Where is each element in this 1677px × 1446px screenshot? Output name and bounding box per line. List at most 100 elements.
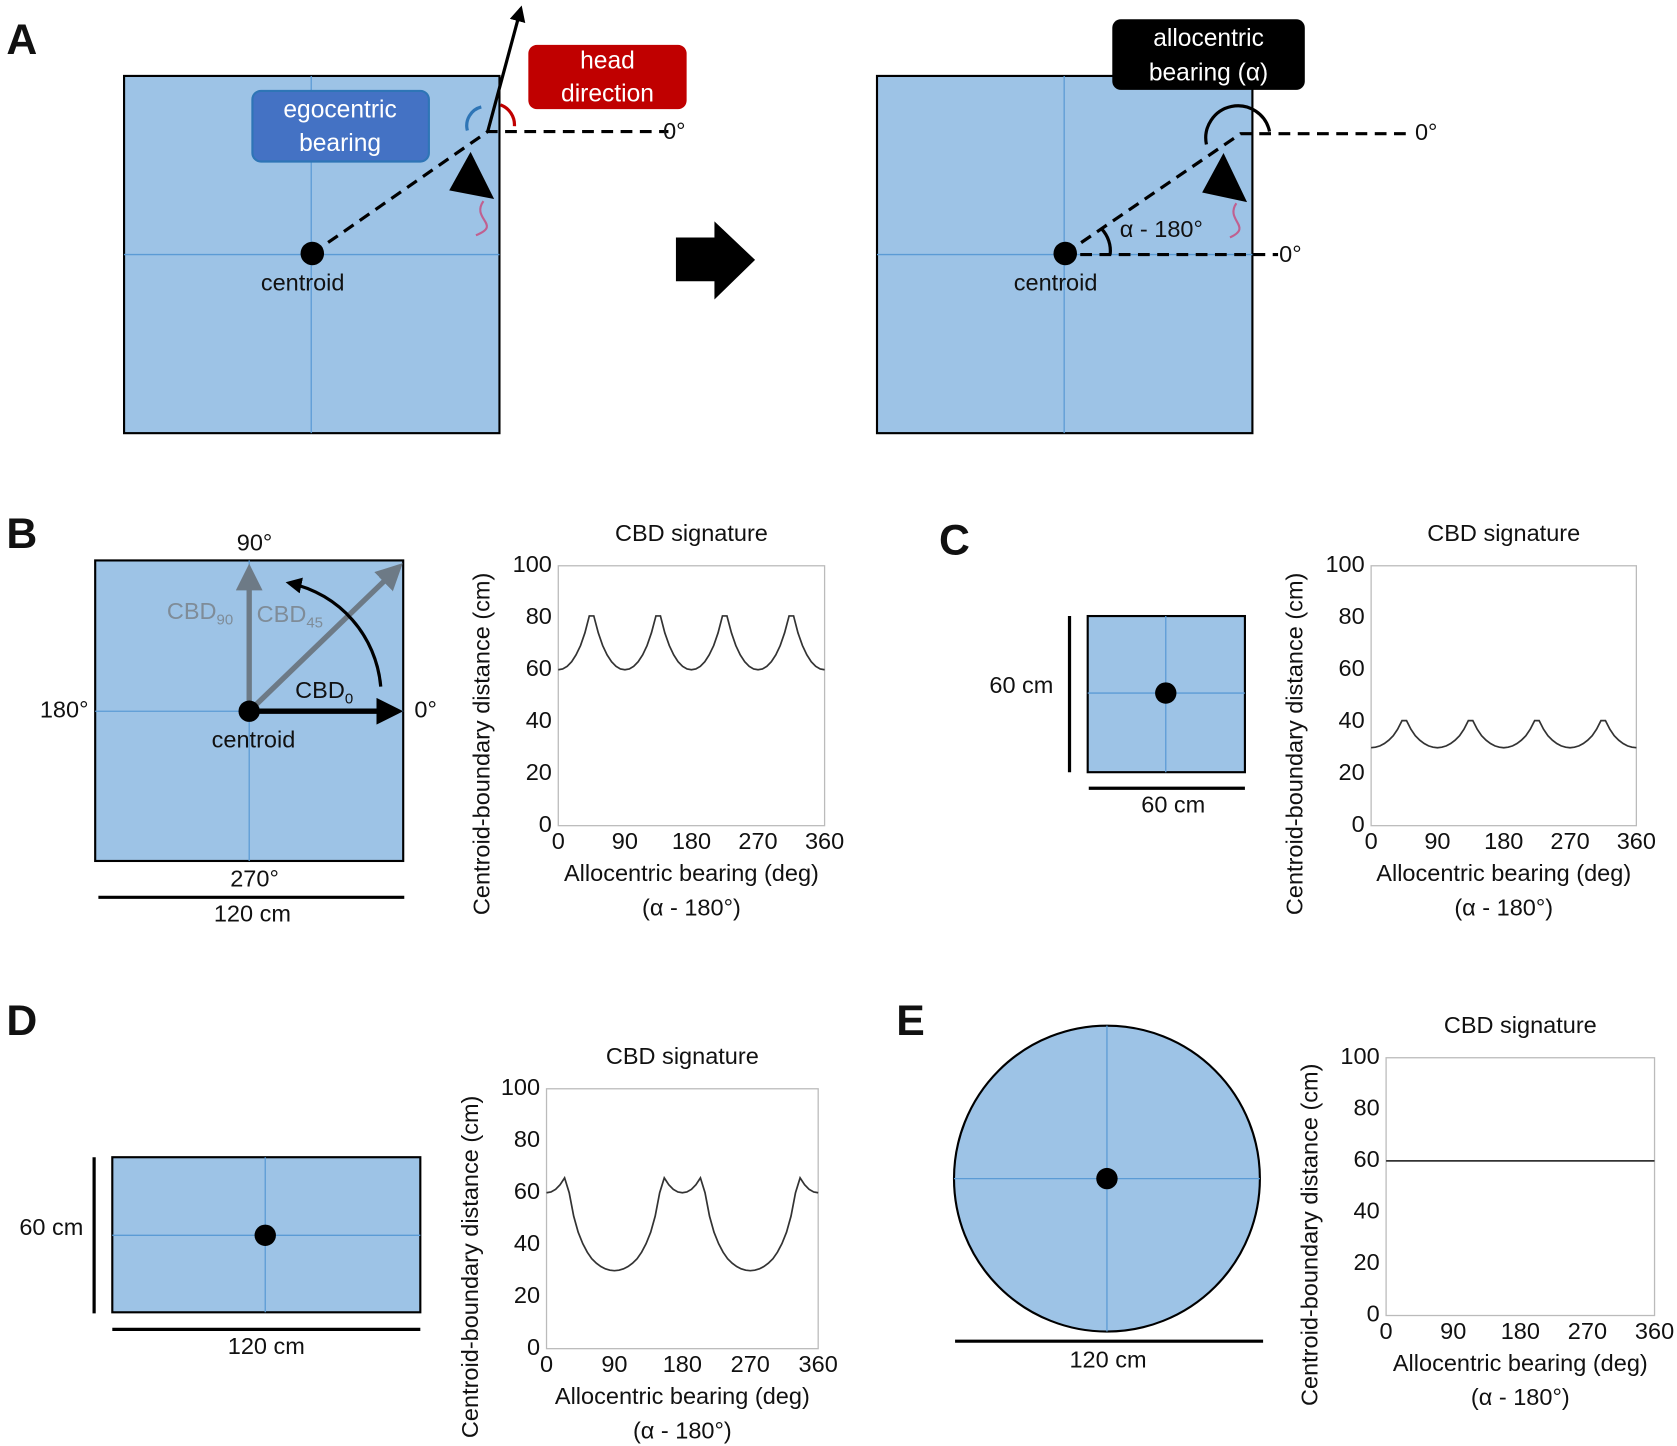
centroid-label: centroid (212, 726, 296, 752)
y-tick-label: 0 (539, 811, 552, 837)
centroid-dot (238, 700, 260, 722)
y-tick-label: 100 (1340, 1043, 1379, 1069)
cbd-base: CBD (295, 677, 345, 703)
tail (475, 200, 488, 237)
x-axis-label: Allocentric bearing (deg) (1393, 1350, 1648, 1376)
cbd-label: CBD0 (295, 677, 353, 707)
x-axis-label: Allocentric bearing (deg) (564, 860, 819, 886)
scale-label: 120 cm (228, 1333, 305, 1359)
x-tick-label: 90 (612, 828, 638, 854)
x-axis-label: Allocentric bearing (deg) (555, 1383, 810, 1409)
angle-text: 90° (237, 530, 273, 556)
x-axis-sublabel: (α - 180°) (642, 894, 741, 920)
panel-a-left: egocentric bearing head direction 0° cen… (122, 5, 687, 435)
angle-text: 270° (230, 865, 279, 891)
y-tick-label: 0 (527, 1334, 540, 1360)
x-tick-label: 90 (1424, 828, 1450, 854)
y-tick-label: 100 (1325, 551, 1364, 577)
box-text: bearing (α) (1149, 59, 1268, 86)
y-axis-label: Centroid-boundary distance (cm) (1296, 1064, 1322, 1406)
x-tick-label: 90 (601, 1351, 627, 1377)
scale-label: 60 cm (1141, 792, 1205, 818)
y-tick-label: 80 (1354, 1095, 1380, 1121)
chart-title: CBD signature (615, 520, 768, 546)
angle-arc (499, 103, 517, 127)
y-tick-label: 100 (513, 551, 552, 577)
cbd-sub: 0 (345, 690, 353, 707)
panel-a-right: allocentric bearing (α) 0° 0° α - 180° c… (875, 19, 1437, 435)
angle-text: 0° (1415, 119, 1437, 145)
angle-arc (1204, 104, 1272, 145)
angle-text: 0° (663, 118, 685, 144)
angle-arc (465, 105, 482, 131)
x-tick-label: 0 (540, 1351, 553, 1377)
x-tick-label: 360 (1635, 1318, 1674, 1344)
y-tick-label: 80 (1339, 603, 1365, 629)
label-box (1112, 19, 1305, 90)
y-tick-label: 20 (1354, 1249, 1380, 1275)
x-tick-label: 0 (1380, 1318, 1393, 1344)
y-axis-label: Centroid-boundary distance (cm) (469, 573, 495, 915)
head-arrow (486, 5, 526, 132)
chart-title: CBD signature (1427, 520, 1580, 546)
x-tick-label: 360 (805, 828, 844, 854)
x-tick-label: 90 (1440, 1318, 1466, 1344)
scale-label: 60 cm (19, 1214, 83, 1240)
panel-c-diagram: 60 cm 60 cm (989, 614, 1246, 818)
panel-label: A (6, 16, 37, 64)
panel-label: C (939, 517, 970, 565)
tail (1229, 202, 1241, 239)
centroid-dot (300, 241, 325, 266)
y-tick-label: 0 (1367, 1301, 1380, 1327)
y-tick-label: 20 (1339, 759, 1365, 785)
x-tick-label: 180 (663, 1351, 702, 1377)
box-text: direction (561, 81, 654, 108)
y-tick-label: 100 (501, 1074, 540, 1100)
plot-frame (1370, 565, 1638, 827)
cbd-arrow (247, 563, 403, 714)
animal (449, 151, 495, 199)
x-tick-label: 270 (1550, 828, 1589, 854)
x-tick-label: 270 (1568, 1318, 1607, 1344)
y-tick-label: 60 (526, 655, 552, 681)
y-axis-label: Centroid-boundary distance (cm) (1281, 573, 1307, 915)
plot-frame (1385, 1057, 1656, 1317)
box-text: bearing (299, 130, 381, 157)
panel-label: E (896, 997, 925, 1045)
box-text: allocentric (1153, 25, 1264, 52)
angle-text: 0° (414, 696, 436, 722)
y-tick-label: 40 (1354, 1198, 1380, 1224)
x-axis-sublabel: (α - 180°) (1454, 894, 1553, 920)
x-axis-sublabel: (α - 180°) (1471, 1384, 1570, 1410)
y-tick-label: 60 (1354, 1146, 1380, 1172)
animal (1202, 152, 1248, 203)
y-tick-label: 40 (1339, 707, 1365, 733)
panel-e-diagram: 120 cm (952, 1024, 1264, 1373)
y-tick-label: 0 (1352, 811, 1365, 837)
x-tick-label: 360 (1617, 828, 1656, 854)
cbd-label: CBD90 (167, 598, 233, 628)
box-text: head (580, 48, 635, 75)
angle-text: 180° (40, 696, 89, 722)
y-tick-label: 80 (526, 603, 552, 629)
y-tick-label: 60 (514, 1178, 540, 1204)
panel-label: B (6, 510, 37, 558)
y-tick-label: 80 (514, 1126, 540, 1152)
x-tick-label: 180 (1484, 828, 1523, 854)
panel-label: D (6, 997, 37, 1045)
plot-frame (545, 1088, 819, 1350)
plot-frame (557, 565, 826, 827)
y-tick-label: 20 (514, 1282, 540, 1308)
angle-text: 0° (1279, 241, 1301, 267)
cbd-base: CBD (257, 601, 307, 627)
scale-label: 120 cm (214, 901, 291, 927)
cbd-base: CBD (167, 598, 217, 624)
scale-label: 60 cm (989, 672, 1053, 698)
panel-d-diagram: 60 cm 120 cm (19, 1156, 422, 1359)
scale-label: 120 cm (1069, 1347, 1146, 1373)
y-tick-label: 60 (1339, 655, 1365, 681)
panel-b-diagram: CBD90 CBD45 CBD0 90° 180° 0° 270° centro… (40, 530, 437, 927)
y-tick-label: 40 (526, 707, 552, 733)
centroid-dot (1053, 241, 1078, 266)
